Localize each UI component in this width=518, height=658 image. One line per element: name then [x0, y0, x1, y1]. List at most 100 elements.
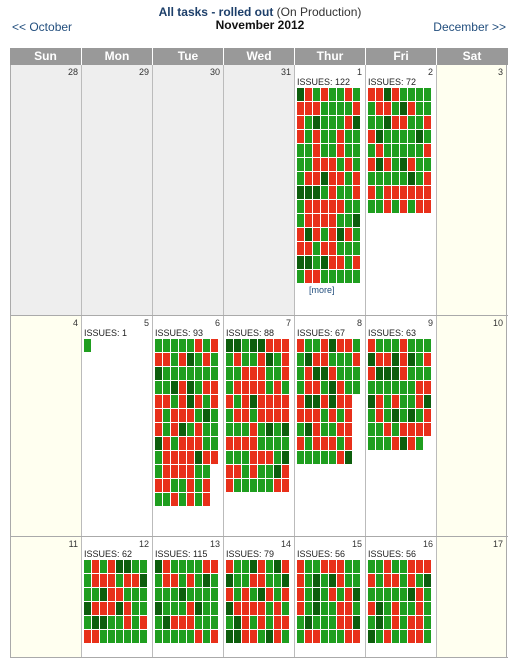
issue-tile[interactable] — [329, 116, 336, 129]
issue-tile[interactable] — [416, 630, 423, 643]
issue-tile[interactable] — [250, 574, 257, 587]
issue-tile[interactable] — [203, 339, 210, 352]
issue-tile[interactable] — [211, 409, 218, 422]
issue-tile[interactable] — [266, 630, 273, 643]
issue-tile[interactable] — [392, 602, 399, 615]
issue-tile[interactable] — [211, 437, 218, 450]
issue-tile[interactable] — [179, 437, 186, 450]
issue-tile[interactable] — [179, 479, 186, 492]
issue-tile[interactable] — [337, 602, 344, 615]
issue-tile[interactable] — [250, 479, 257, 492]
issue-tile[interactable] — [392, 116, 399, 129]
issue-tile[interactable] — [400, 574, 407, 587]
issue-tile[interactable] — [242, 588, 249, 601]
issue-tile[interactable] — [345, 214, 352, 227]
issue-tile[interactable] — [345, 630, 352, 643]
issue-tile[interactable] — [384, 172, 391, 185]
issue-tile[interactable] — [305, 339, 312, 352]
issue-tile[interactable] — [321, 214, 328, 227]
issue-tile[interactable] — [226, 367, 233, 380]
issue-tile[interactable] — [384, 367, 391, 380]
issue-tile[interactable] — [424, 102, 431, 115]
issue-tile[interactable] — [234, 423, 241, 436]
issue-tile[interactable] — [321, 560, 328, 573]
issue-tile[interactable] — [400, 116, 407, 129]
issue-tile[interactable] — [282, 465, 289, 478]
issue-tile[interactable] — [195, 574, 202, 587]
issue-tile[interactable] — [408, 186, 415, 199]
issue-tile[interactable] — [313, 381, 320, 394]
issue-tile[interactable] — [313, 395, 320, 408]
issue-tile[interactable] — [250, 560, 257, 573]
issue-tile[interactable] — [266, 616, 273, 629]
issue-tile[interactable] — [384, 574, 391, 587]
issue-tile[interactable] — [211, 451, 218, 464]
issue-tile[interactable] — [92, 602, 99, 615]
issue-tile[interactable] — [400, 200, 407, 213]
issue-tile[interactable] — [384, 616, 391, 629]
issue-tile[interactable] — [408, 616, 415, 629]
issue-tile[interactable] — [329, 574, 336, 587]
issue-tile[interactable] — [195, 409, 202, 422]
issue-tile[interactable] — [305, 381, 312, 394]
issue-tile[interactable] — [140, 616, 147, 629]
issue-tile[interactable] — [384, 437, 391, 450]
issue-tile[interactable] — [250, 381, 257, 394]
issue-tile[interactable] — [305, 602, 312, 615]
issue-tile[interactable] — [424, 602, 431, 615]
issue-tile[interactable] — [313, 423, 320, 436]
issue-tile[interactable] — [116, 574, 123, 587]
issue-tile[interactable] — [195, 588, 202, 601]
issue-tile[interactable] — [242, 616, 249, 629]
issue-tile[interactable] — [321, 602, 328, 615]
issue-tile[interactable] — [250, 395, 257, 408]
issue-tile[interactable] — [84, 630, 91, 643]
issue-tile[interactable] — [297, 339, 304, 352]
issue-tile[interactable] — [124, 560, 131, 573]
issue-tile[interactable] — [337, 560, 344, 573]
issue-tile[interactable] — [392, 630, 399, 643]
issue-tile[interactable] — [416, 395, 423, 408]
issue-tile[interactable] — [416, 423, 423, 436]
issue-tile[interactable] — [329, 242, 336, 255]
issue-tile[interactable] — [242, 602, 249, 615]
issue-tile[interactable] — [345, 270, 352, 283]
issue-tile[interactable] — [155, 602, 162, 615]
issue-tile[interactable] — [155, 339, 162, 352]
issue-tile[interactable] — [132, 560, 139, 573]
issue-tile[interactable] — [368, 574, 375, 587]
issue-tile[interactable] — [234, 437, 241, 450]
issue-tile[interactable] — [297, 214, 304, 227]
issue-tile[interactable] — [258, 560, 265, 573]
issue-tile[interactable] — [368, 144, 375, 157]
issue-tile[interactable] — [345, 437, 352, 450]
issue-tile[interactable] — [226, 353, 233, 366]
issue-tile[interactable] — [203, 465, 210, 478]
issue-tile[interactable] — [305, 200, 312, 213]
issue-tile[interactable] — [416, 602, 423, 615]
issue-tile[interactable] — [408, 588, 415, 601]
issue-tile[interactable] — [132, 602, 139, 615]
issue-tile[interactable] — [337, 381, 344, 394]
issue-tile[interactable] — [124, 602, 131, 615]
issue-tile[interactable] — [345, 102, 352, 115]
issue-tile[interactable] — [203, 409, 210, 422]
issue-tile[interactable] — [274, 574, 281, 587]
issue-tile[interactable] — [274, 409, 281, 422]
issue-tile[interactable] — [187, 451, 194, 464]
issue-tile[interactable] — [266, 588, 273, 601]
issue-tile[interactable] — [195, 479, 202, 492]
issue-tile[interactable] — [100, 588, 107, 601]
issue-tile[interactable] — [187, 353, 194, 366]
issue-tile[interactable] — [297, 186, 304, 199]
issue-tile[interactable] — [84, 616, 91, 629]
issue-tile[interactable] — [424, 395, 431, 408]
issue-tile[interactable] — [171, 560, 178, 573]
issue-tile[interactable] — [179, 353, 186, 366]
issue-tile[interactable] — [400, 186, 407, 199]
issue-tile[interactable] — [353, 616, 360, 629]
issue-tile[interactable] — [368, 437, 375, 450]
issue-tile[interactable] — [187, 493, 194, 506]
issue-tile[interactable] — [92, 574, 99, 587]
issue-tile[interactable] — [408, 102, 415, 115]
